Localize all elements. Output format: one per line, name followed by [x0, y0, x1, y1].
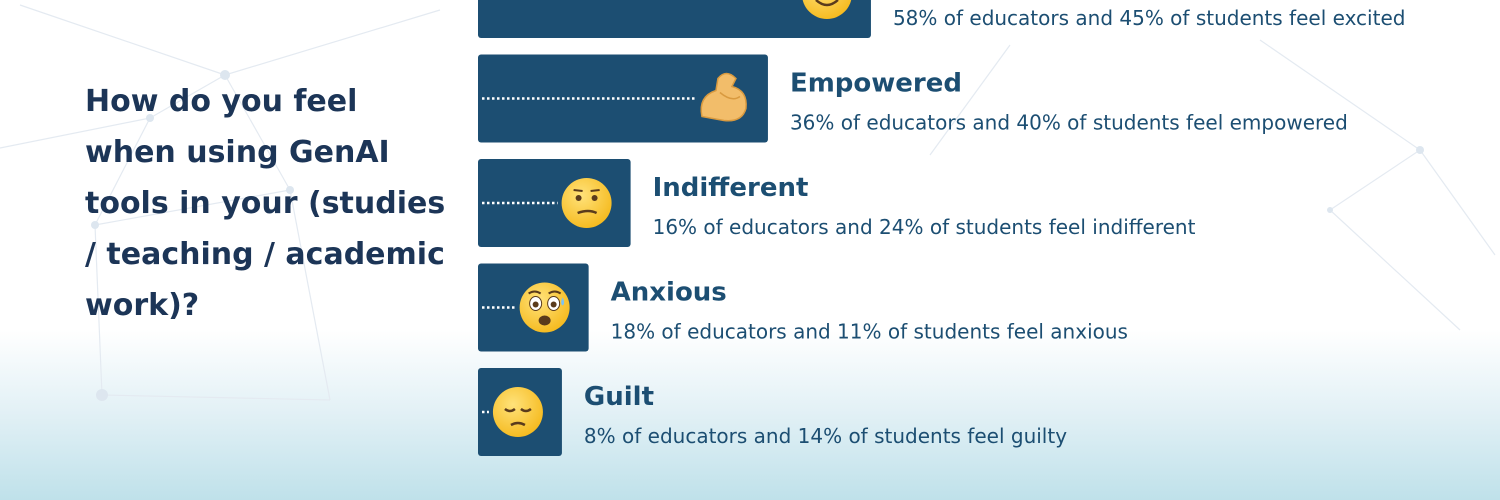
stat-label-anxious: 18% of educators and 11% of students fee…	[611, 320, 1128, 344]
neutral-face-icon	[561, 178, 612, 228]
anxious-face-icon	[519, 282, 570, 333]
stat-label-guilt: 8% of educators and 14% of students feel…	[584, 424, 1067, 448]
pensive-face-icon	[492, 387, 543, 437]
stat-label-empowered: 36% of educators and 40% of students fee…	[790, 111, 1348, 135]
bar-group-guilt	[478, 368, 562, 456]
category-label-anxious: Anxious	[611, 278, 727, 308]
category-label-indifferent: Indifferent	[653, 173, 809, 203]
category-label-guilt: Guilt	[584, 382, 654, 412]
bar-group-anxious	[478, 263, 589, 352]
stat-label-excited: 58% of educators and 45% of students fee…	[893, 6, 1406, 30]
question-heading: How do you feel when using GenAI tools i…	[85, 84, 446, 323]
stat-label-indifferent: 16% of educators and 24% of students fee…	[653, 215, 1196, 239]
category-label-empowered: Empowered	[790, 69, 962, 99]
smiling-face-icon	[802, 0, 852, 19]
bar-excited	[478, 0, 871, 38]
bar-group-indifferent	[478, 159, 631, 247]
bar-group-empowered	[478, 54, 768, 143]
bar-group-excited	[478, 0, 871, 38]
flexed-biceps-icon	[700, 72, 747, 122]
